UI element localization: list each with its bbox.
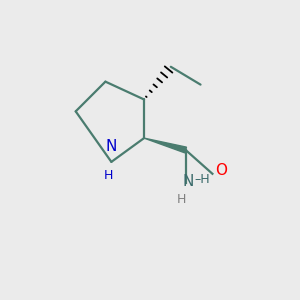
Polygon shape — [144, 138, 187, 153]
Text: H: H — [176, 193, 186, 206]
Text: H: H — [104, 169, 113, 182]
Text: –H: –H — [194, 173, 210, 186]
Text: O: O — [215, 163, 227, 178]
Text: N: N — [106, 140, 117, 154]
Text: N: N — [183, 174, 194, 189]
